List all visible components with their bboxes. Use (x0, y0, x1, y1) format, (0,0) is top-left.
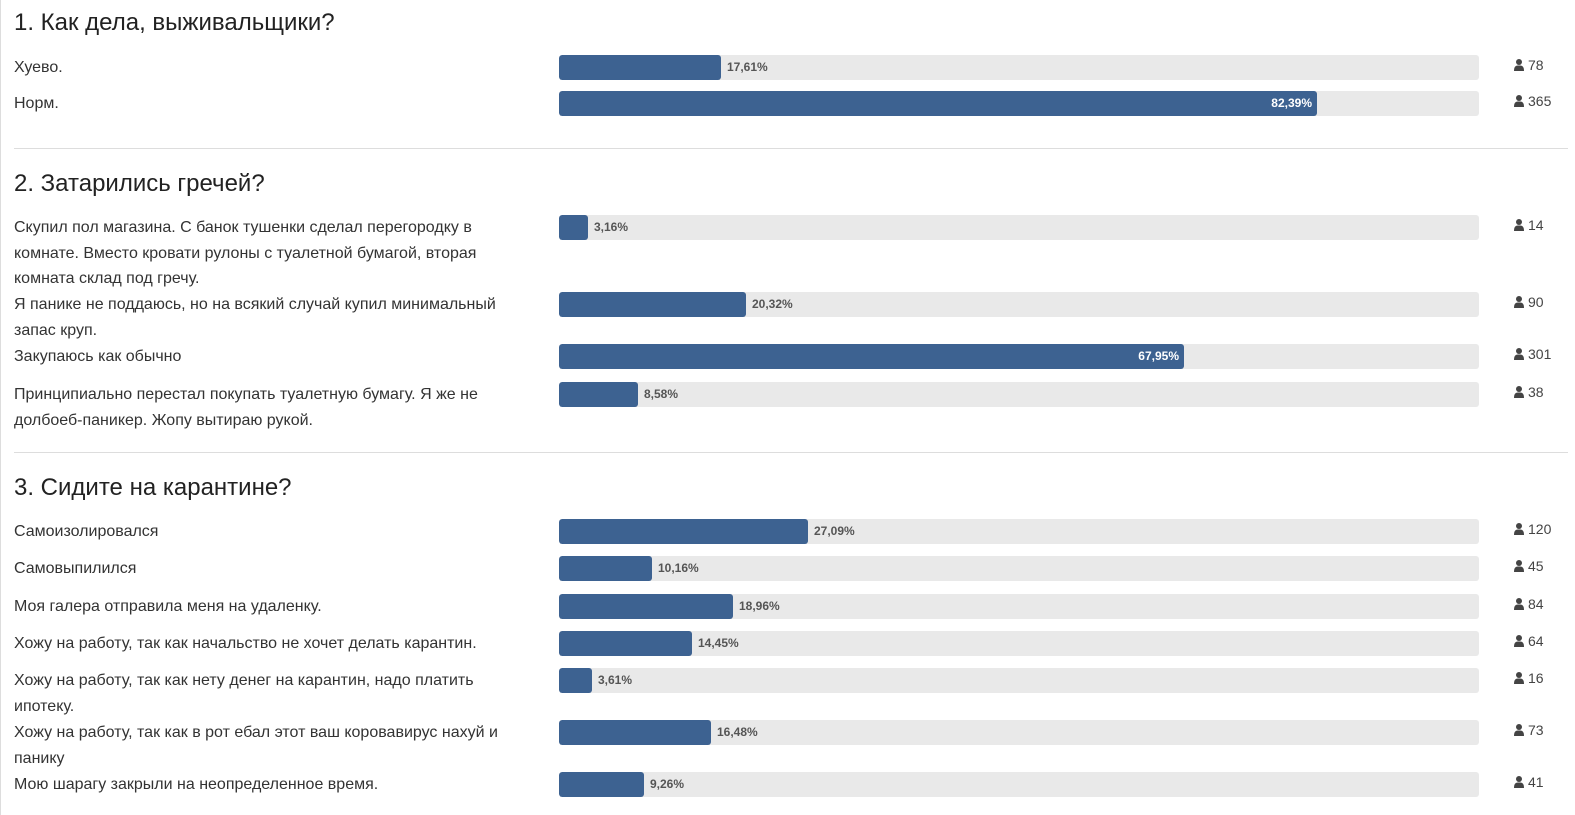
answer-label: Самоизолировался (14, 523, 159, 540)
result-bar-fill (559, 344, 1184, 369)
result-percent: 8,58% (644, 387, 679, 401)
result-bar-track: 8,58% (559, 382, 1479, 407)
user-icon (1514, 386, 1524, 398)
result-percent: 18,96% (739, 599, 780, 613)
answer-label: Закупаюсь как обычно (14, 348, 182, 365)
result-bar-track: 27,09% (559, 519, 1479, 544)
question-title: 3. Сидите на карантине? (14, 474, 292, 501)
question-title: 1. Как дела, выживальщики? (14, 9, 335, 36)
result-bar-fill (559, 292, 746, 317)
result-bar-track: 16,48% (559, 720, 1479, 745)
vote-count-value: 38 (1528, 384, 1544, 400)
result-bar-fill (559, 631, 692, 656)
answer-label: Скупил пол магазина. С банок тушенки сде… (14, 219, 477, 287)
result-percent: 9,26% (650, 777, 685, 791)
result-bar-track: 82,39% (559, 91, 1479, 116)
question-title: 2. Затарились гречей? (14, 170, 265, 197)
result-percent: 16,48% (717, 725, 758, 739)
vote-count-value: 73 (1528, 722, 1544, 738)
section-divider (14, 452, 1568, 453)
answer-label: Мою шарагу закрыли на неопределенное вре… (14, 776, 379, 793)
result-bar-track: 9,26% (559, 772, 1479, 797)
result-percent: 67,95% (1138, 349, 1179, 363)
vote-count-value: 64 (1528, 633, 1544, 649)
answer-label: Хожу на работу, так как начальство не хо… (14, 635, 477, 652)
result-bar-track: 17,61% (559, 55, 1479, 80)
vote-count: 73 (1514, 720, 1544, 740)
result-bar-fill (559, 215, 588, 240)
user-icon (1514, 560, 1524, 572)
result-bar-fill (559, 772, 644, 797)
result-bar-track: 67,95% (559, 344, 1479, 369)
user-icon (1514, 95, 1524, 107)
answer-label: Я панике не поддаюсь, но на всякий случа… (14, 296, 496, 339)
result-percent: 10,16% (658, 561, 699, 575)
result-bar-fill (559, 594, 733, 619)
vote-count: 45 (1514, 556, 1544, 576)
vote-count-value: 16 (1528, 670, 1544, 686)
vote-count-value: 365 (1528, 93, 1552, 109)
vote-count: 16 (1514, 668, 1544, 688)
result-percent: 17,61% (727, 60, 768, 74)
result-bar-fill (559, 91, 1317, 116)
result-bar-track: 10,16% (559, 556, 1479, 581)
vote-count-value: 41 (1528, 774, 1544, 790)
vote-count: 78 (1514, 55, 1544, 75)
result-bar-track: 3,61% (559, 668, 1479, 693)
page-left-border (0, 0, 1, 815)
vote-count: 38 (1514, 382, 1544, 402)
result-percent: 14,45% (698, 636, 739, 650)
user-icon (1514, 59, 1524, 71)
vote-count-value: 90 (1528, 294, 1544, 310)
vote-count: 120 (1514, 519, 1551, 539)
vote-count: 41 (1514, 772, 1544, 792)
result-bar-track: 18,96% (559, 594, 1479, 619)
result-bar-track: 14,45% (559, 631, 1479, 656)
result-percent: 3,61% (598, 673, 633, 687)
answer-label: Хожу на работу, так как нету денег на ка… (14, 672, 474, 715)
vote-count: 365 (1514, 91, 1551, 111)
answer-label: Норм. (14, 95, 59, 112)
vote-count: 14 (1514, 215, 1544, 235)
user-icon (1514, 348, 1524, 360)
result-percent: 3,16% (594, 220, 629, 234)
result-percent: 82,39% (1271, 96, 1312, 110)
result-percent: 27,09% (814, 524, 855, 538)
result-bar-fill (559, 556, 652, 581)
result-bar-fill (559, 55, 721, 80)
vote-count-value: 45 (1528, 558, 1544, 574)
vote-count-value: 301 (1528, 346, 1552, 362)
user-icon (1514, 296, 1524, 308)
result-bar-track: 20,32% (559, 292, 1479, 317)
vote-count-value: 78 (1528, 57, 1544, 73)
result-bar-fill (559, 668, 592, 693)
user-icon (1514, 523, 1524, 535)
user-icon (1514, 635, 1524, 647)
vote-count: 84 (1514, 594, 1544, 614)
user-icon (1514, 776, 1524, 788)
result-percent: 20,32% (752, 297, 793, 311)
vote-count-value: 120 (1528, 521, 1552, 537)
result-bar-track: 3,16% (559, 215, 1479, 240)
user-icon (1514, 219, 1524, 231)
vote-count: 90 (1514, 292, 1544, 312)
answer-label: Хожу на работу, так как в рот ебал этот … (14, 724, 498, 767)
section-divider (14, 148, 1568, 149)
user-icon (1514, 724, 1524, 736)
answer-label: Хуево. (14, 59, 63, 76)
answer-label: Принципиально перестал покупать туалетну… (14, 386, 478, 429)
result-bar-fill (559, 382, 638, 407)
result-bar-fill (559, 720, 711, 745)
user-icon (1514, 672, 1524, 684)
vote-count-value: 84 (1528, 596, 1544, 612)
answer-label: Самовыпилился (14, 560, 137, 577)
result-bar-fill (559, 519, 808, 544)
user-icon (1514, 598, 1524, 610)
vote-count: 301 (1514, 344, 1551, 364)
vote-count: 64 (1514, 631, 1544, 651)
answer-label: Моя галера отправила меня на удаленку. (14, 598, 322, 615)
vote-count-value: 14 (1528, 217, 1544, 233)
